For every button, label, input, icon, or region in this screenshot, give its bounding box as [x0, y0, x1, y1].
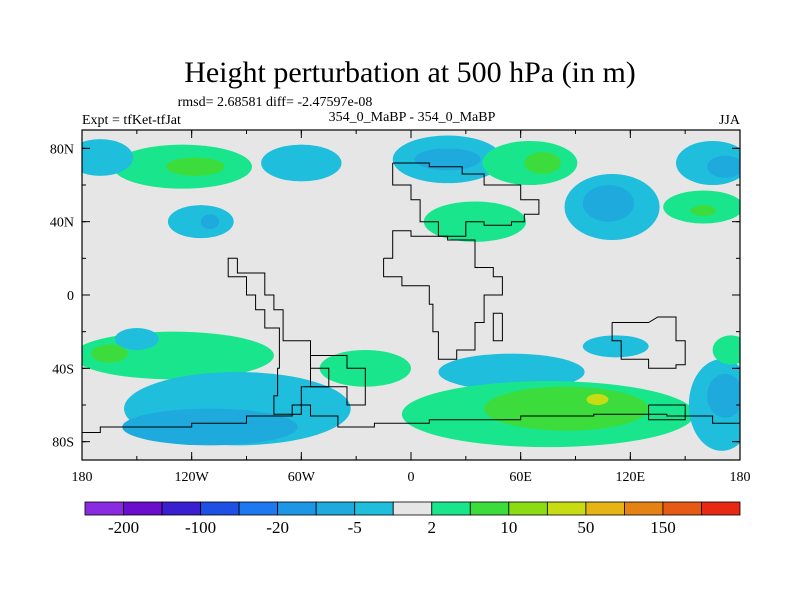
coastline — [82, 404, 740, 433]
coastline — [310, 355, 366, 406]
colorbar-swatch — [469, 501, 510, 516]
y-tick-label: 40S — [52, 362, 74, 377]
y-tick-label: 80N — [50, 142, 74, 157]
field-region-neg_light — [167, 205, 234, 239]
field-region-neg_light — [438, 353, 585, 391]
colorbar-label: 50 — [577, 518, 594, 537]
colorbar-swatch — [546, 501, 587, 516]
x-tick-label: 180 — [730, 470, 751, 485]
colorbar-label: -100 — [185, 518, 216, 537]
x-tick-label: 120W — [175, 470, 210, 485]
colorbar-swatch — [392, 501, 433, 516]
y-tick-label: 80S — [52, 436, 74, 451]
colorbar — [84, 501, 741, 516]
colorbar-swatch — [354, 501, 394, 516]
field-region-pos_strong — [586, 394, 609, 405]
field-region-neg_mid — [582, 185, 634, 222]
coastline — [611, 316, 686, 369]
y-tick-label: 40N — [50, 216, 74, 231]
colorbar-swatch — [585, 501, 625, 516]
field-region-neg_light — [582, 335, 649, 358]
field-region-pos_mid — [166, 157, 225, 176]
experiment-label: Expt = tfKet-tfJat — [82, 113, 181, 128]
field-region-neg_mid — [707, 155, 740, 178]
colorbar-label: 10 — [500, 518, 517, 537]
colorbar-label: -200 — [108, 518, 139, 537]
coastline — [492, 312, 503, 342]
colorbar-labels: -200 -100 -20 -5 2 10 50 150 — [108, 518, 676, 537]
field-region-neg_light — [82, 139, 134, 176]
colorbar-swatch — [701, 501, 741, 516]
coastline — [648, 404, 686, 421]
colorbar-label: -20 — [266, 518, 289, 537]
colorbar-swatch — [508, 501, 548, 516]
field-region-pos_mid — [524, 152, 561, 174]
field-region-neg_mid — [707, 373, 740, 418]
colorbar-swatch — [624, 501, 664, 516]
colorbar-swatch — [662, 501, 702, 516]
run-label: 354_0_MaBP - 354_0_MaBP — [329, 110, 496, 125]
y-axis: 80N 40N 0 40S 80S — [50, 142, 740, 451]
colorbar-label: 150 — [650, 518, 676, 537]
colorbar-swatch — [123, 501, 163, 516]
field-region-pos_mid — [484, 386, 649, 431]
x-tick-label: 60W — [288, 470, 316, 485]
colorbar-swatch — [315, 501, 356, 516]
colorbar-swatch — [277, 501, 317, 516]
colorbar-swatch — [238, 501, 279, 516]
x-tick-label: 60E — [509, 470, 532, 485]
coastlines — [82, 162, 740, 433]
field-region-neg_light — [261, 144, 342, 182]
colorbar-label: -5 — [348, 518, 362, 537]
stats-label: rmsd= 2.68581 diff= -2.47597e-08 — [178, 95, 373, 110]
x-tick-label: 180 — [72, 470, 93, 485]
colorbar-label: 2 — [428, 518, 437, 537]
field-region-neg_mid — [122, 408, 298, 446]
x-axis: 180 120W 60W 0 60E 120E 180 — [72, 130, 751, 485]
colorbar-swatch — [431, 501, 471, 516]
field-region-neg_mid — [200, 214, 220, 230]
field-region-neg_light — [114, 328, 159, 350]
field-region-pos_mid — [91, 344, 128, 363]
field-region-neg_mid — [414, 148, 481, 171]
coastline — [383, 230, 503, 360]
field-regions — [82, 135, 740, 451]
y-tick-label: 0 — [67, 289, 74, 304]
coastline — [392, 162, 540, 237]
chart-title: Height perturbation at 500 hPa (in m) — [184, 56, 636, 89]
field-region-pos_light — [712, 335, 740, 365]
coastline — [227, 257, 330, 415]
colorbar-swatch — [161, 501, 201, 516]
colorbar-swatch — [84, 501, 124, 516]
x-tick-label: 120E — [616, 470, 646, 485]
season-label: JJA — [719, 113, 741, 128]
x-tick-label: 0 — [408, 470, 415, 485]
colorbar-swatch — [200, 501, 240, 516]
field-region-pos_mid — [690, 205, 717, 217]
